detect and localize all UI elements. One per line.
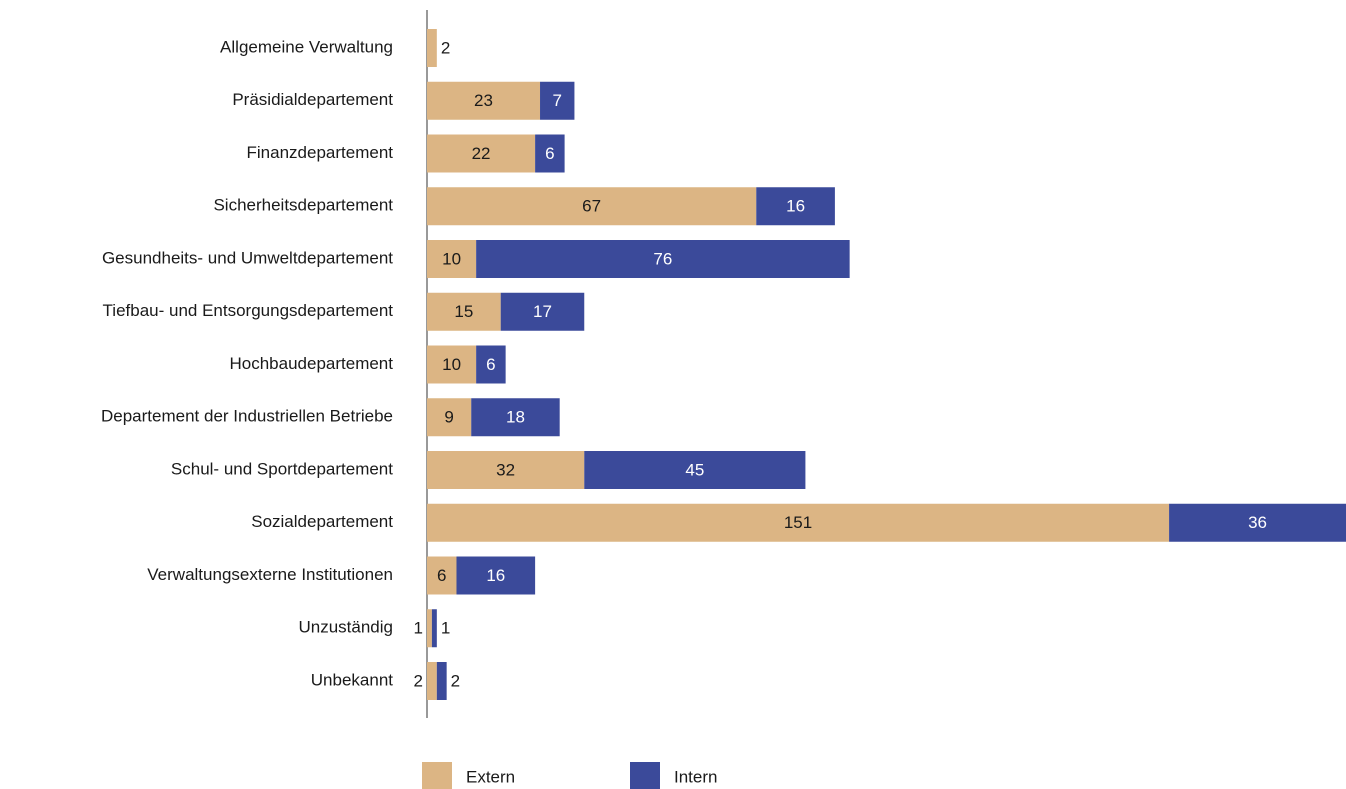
bar-segment [456,556,536,595]
data-label: 2 [414,671,423,690]
data-label: 10 [442,355,461,374]
data-label: 67 [582,197,601,216]
bar-segment [500,292,585,331]
category-label: Finanzdepartement [247,143,394,162]
bar-segment [1169,503,1346,542]
data-label: 10 [442,249,461,268]
bar-segment [431,609,437,648]
bar-segment [540,81,575,120]
bar-segment [427,503,1170,542]
data-label: 15 [454,302,473,321]
bar-segment [427,662,437,700]
bar-segment [427,187,757,226]
data-label: 18 [506,408,525,427]
data-label: 6 [437,566,446,585]
data-label: 17 [533,302,552,321]
bar-segment [427,345,477,384]
legend-label: Extern [466,767,515,786]
data-label: 6 [545,144,554,163]
bar-segment [535,134,565,173]
bar-segment [584,451,806,489]
data-label: 9 [444,408,453,427]
category-label: Departement der Industriellen Betriebe [101,407,393,426]
bar-segment [427,451,585,489]
data-label: 2 [451,671,460,690]
legend-swatch [630,762,660,789]
category-label: Sicherheitsdepartement [213,196,393,215]
category-label: Hochbaudepartement [229,354,393,373]
category-label: Präsidialdepartement [232,90,393,109]
category-label: Gesundheits- und Umweltdepartement [102,248,393,267]
category-label: Schul- und Sportdepartement [171,459,393,478]
bar-segment [427,240,477,278]
data-label: 32 [496,460,515,479]
category-label: Verwaltungsexterne Institutionen [147,565,393,584]
data-label: 7 [552,91,561,110]
bar-segment [427,398,472,437]
data-label: 151 [784,513,812,532]
data-label: 6 [486,355,495,374]
bar-segment [756,187,835,226]
data-label: 1 [414,619,423,638]
bar-segment [427,29,437,67]
data-label: 2 [441,38,450,57]
bar-segment [427,134,536,173]
category-label: Sozialdepartement [251,512,393,531]
category-label: Unzuständig [298,618,393,637]
data-label: 36 [1248,513,1267,532]
data-label: 1 [441,619,450,638]
bar-segment [427,81,541,120]
bar-segment [427,292,501,331]
bar-segment [427,556,457,595]
bar-segment [471,398,560,437]
bar-segment [436,662,447,700]
data-label: 76 [653,249,672,268]
category-label: Unbekannt [311,670,394,689]
bar-segment [427,609,432,648]
data-label: 22 [472,144,491,163]
category-label: Allgemeine Verwaltung [220,37,393,56]
legend-swatch [422,762,452,789]
category-label: Tiefbau- und Entsorgungsdepartement [103,301,394,320]
data-label: 23 [474,91,493,110]
bar-segment [476,345,506,384]
data-label: 45 [685,460,704,479]
legend-label: Intern [674,767,717,786]
bar-segment [476,240,850,278]
data-label: 16 [486,566,505,585]
data-label: 16 [786,197,805,216]
